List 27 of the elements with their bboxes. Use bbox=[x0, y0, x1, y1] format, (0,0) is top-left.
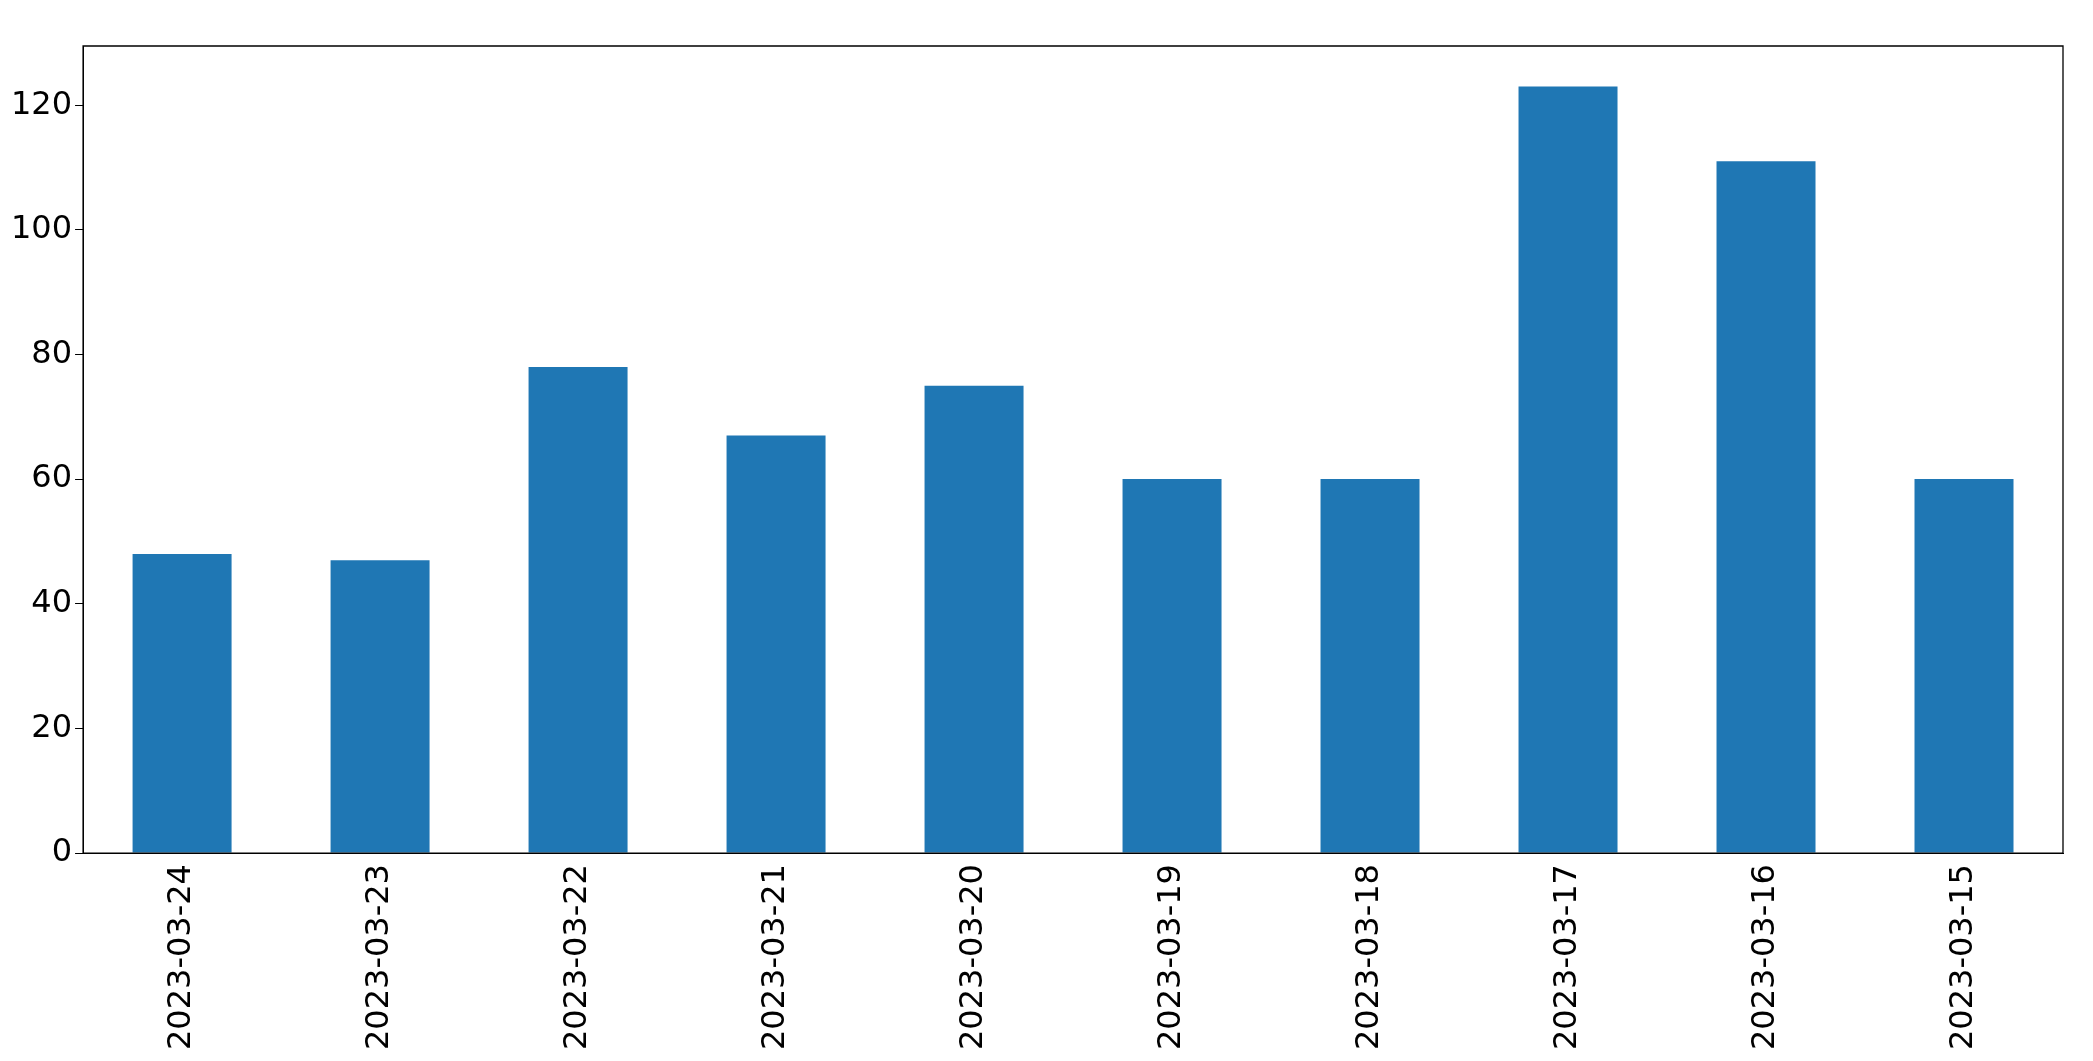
x-tick-label: 2023-03-24 bbox=[160, 864, 199, 1050]
bar bbox=[330, 560, 430, 853]
bar bbox=[132, 553, 232, 853]
x-tick-label: 2023-03-19 bbox=[1150, 864, 1189, 1050]
x-tick-label: 2023-03-17 bbox=[1546, 864, 1585, 1050]
bar bbox=[1320, 479, 1420, 853]
bar bbox=[1914, 479, 2014, 853]
x-tick-label: 2023-03-20 bbox=[952, 864, 991, 1050]
bar bbox=[1122, 479, 1222, 853]
y-tick-label: 80 bbox=[31, 332, 73, 371]
x-tick-label: 2023-03-22 bbox=[556, 864, 595, 1050]
x-tick-label: 2023-03-16 bbox=[1744, 864, 1783, 1050]
y-tick-label: 100 bbox=[11, 208, 73, 247]
y-tick-label: 40 bbox=[31, 582, 73, 621]
bar bbox=[726, 435, 826, 853]
bar bbox=[1716, 161, 1816, 853]
y-tick-label: 0 bbox=[51, 831, 73, 870]
y-tick-label: 60 bbox=[31, 457, 73, 496]
x-tick-label: 2023-03-21 bbox=[754, 864, 793, 1050]
bar bbox=[528, 366, 628, 853]
x-tick-label: 2023-03-23 bbox=[358, 864, 397, 1050]
y-tick-label: 120 bbox=[11, 83, 73, 122]
x-tick-label: 2023-03-15 bbox=[1942, 864, 1981, 1050]
x-tick-label: 2023-03-18 bbox=[1348, 864, 1387, 1050]
bar bbox=[1518, 86, 1618, 853]
bar bbox=[924, 385, 1024, 853]
y-tick-label: 20 bbox=[31, 706, 73, 745]
